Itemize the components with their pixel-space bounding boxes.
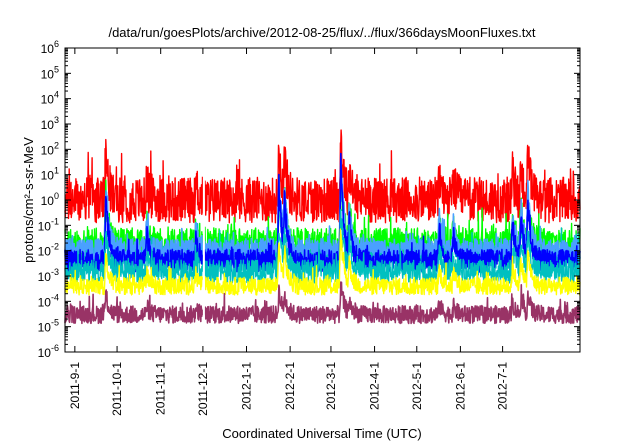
flux-series-line: [64, 228, 581, 296]
y-axis: 106 105 104 103 102 101 100 10-1 10-2 10-3 10-4 10-…: [38, 39, 580, 360]
y-axis-label: protons/cm²-s-sr-MeV: [21, 137, 36, 263]
y-tick-label: 10-5: [38, 318, 59, 335]
flux-series-line: [64, 129, 581, 224]
y-tick-label: 104: [41, 90, 59, 107]
y-tick-label: 103: [41, 115, 59, 132]
y-tick-label: 102: [41, 140, 59, 157]
y-tick-label: 10-4: [38, 292, 59, 309]
x-tick-label: 2012-3-1: [324, 362, 338, 410]
x-axis: 2011-9-1 2011-10-1 2011-11-1 2011-12-1 2012-…: [68, 48, 510, 416]
x-tick-label: 2012-5-1: [410, 362, 424, 410]
x-tick-label: 2012-2-1: [283, 362, 297, 410]
y-tick-label: 105: [41, 64, 59, 81]
x-tick-label: 2011-9-1: [68, 362, 82, 409]
x-tick-label: 2011-12-1: [196, 362, 210, 416]
x-tick-label: 2011-10-1: [110, 362, 124, 416]
x-tick-label: 2012-7-1: [496, 362, 510, 410]
x-tick-label: 2012-4-1: [368, 362, 382, 410]
x-tick-label: 2011-11-1: [154, 362, 168, 415]
series-layer: [64, 129, 581, 325]
y-tick-label: 10-1: [38, 216, 59, 233]
data-gap: [202, 49, 205, 351]
x-axis-label: Coordinated Universal Time (UTC): [222, 426, 421, 441]
y-tick-label: 10-6: [38, 343, 59, 360]
x-tick-label: 2012-1-1: [240, 362, 254, 410]
chart-title: /data/run/goesPlots/archive/2012-08-25/f…: [108, 25, 535, 40]
y-tick-label: 10-3: [38, 267, 59, 284]
data-gap-layer: [202, 49, 205, 351]
y-tick-label: 10-2: [38, 242, 59, 259]
flux-series-line: [64, 281, 581, 325]
plot-area: [64, 47, 581, 353]
y-tick-label: 101: [41, 166, 59, 183]
y-tick-label: 106: [41, 39, 59, 56]
x-tick-label: 2012-6-1: [453, 362, 467, 410]
y-tick-label: 100: [41, 191, 59, 208]
